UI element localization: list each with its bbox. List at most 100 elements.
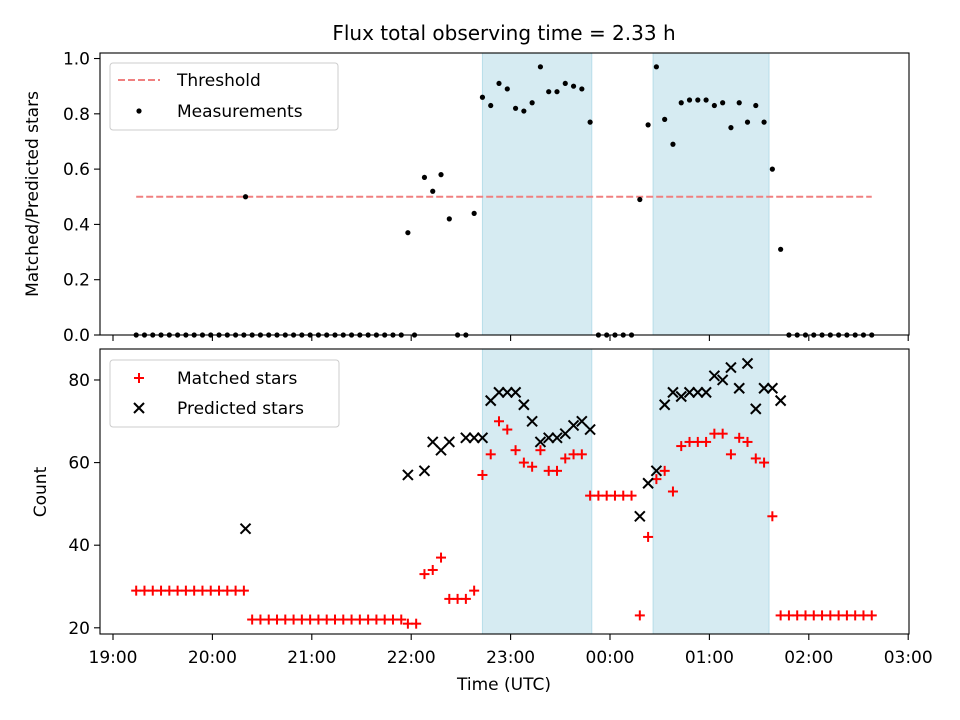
matched-star-point xyxy=(759,457,770,468)
observing-windows xyxy=(481,348,770,635)
matched-star-point xyxy=(238,585,249,596)
predicted-star-point xyxy=(658,399,671,411)
predicted-star-point xyxy=(725,361,737,374)
time-x-tick-label: 00:00 xyxy=(586,648,635,668)
matched-star-point xyxy=(460,593,471,604)
predicted-star-point xyxy=(766,382,779,394)
measurement-point xyxy=(521,108,527,114)
count-legend: Matched stars Predicted stars xyxy=(109,359,340,428)
count-y-tick-label: 20 xyxy=(68,619,90,639)
measurement-point xyxy=(421,174,428,181)
predicted-star-point xyxy=(750,403,762,415)
predicted-star-point xyxy=(634,510,646,522)
measurement-point xyxy=(579,86,585,92)
matched-star-point xyxy=(734,432,745,443)
time-x-tick-label: 02:00 xyxy=(784,648,833,668)
measurement-point xyxy=(736,100,742,106)
measurement-point xyxy=(587,119,593,125)
ratio-x-ticks xyxy=(112,335,909,341)
matched-legend-swatch xyxy=(134,373,144,383)
matched-star-point xyxy=(419,569,430,580)
count-plot-frame xyxy=(99,348,910,635)
measurement-point xyxy=(504,86,510,92)
measurement-point xyxy=(488,102,494,109)
predicted-legend-swatch xyxy=(133,402,145,414)
time-x-tick-label: 03:00 xyxy=(884,648,933,668)
matched-star-point xyxy=(494,416,505,427)
ratio-y-axis-label: Matched/Predicted stars xyxy=(23,91,43,297)
matched-star-point xyxy=(701,436,712,447)
measurement-point xyxy=(471,210,477,216)
predicted-star-point xyxy=(758,382,770,394)
matched-star-point xyxy=(477,469,488,480)
matched-star-point xyxy=(742,436,753,447)
ratio-y-tick-label: 1.0 xyxy=(63,50,90,70)
matched-star-point xyxy=(659,465,670,476)
predicted-star-point xyxy=(774,394,787,407)
count-y-tick-label: 80 xyxy=(68,371,90,391)
predicted-star-point xyxy=(418,465,431,477)
predicted-star-point xyxy=(468,432,480,444)
measurement-point xyxy=(479,94,486,100)
predicted-star-point xyxy=(476,432,489,444)
matched-star-point xyxy=(469,585,480,596)
time-x-tick-label: 22:00 xyxy=(387,648,436,668)
measurement-point xyxy=(653,64,659,70)
ratio-y-tick-label: 0.4 xyxy=(63,215,90,235)
predicted-legend-label: Predicted stars xyxy=(177,399,304,419)
measurement-point xyxy=(744,119,751,125)
ratio-y-tick-label: 0.0 xyxy=(63,326,90,346)
predicted-star-point xyxy=(551,432,563,444)
matched-star-point xyxy=(527,461,538,472)
predicted-star-point xyxy=(716,374,729,386)
chart-title: Flux total observing time = 2.33 h xyxy=(332,21,675,45)
matched-star-point xyxy=(667,486,678,497)
matched-star-point xyxy=(411,618,422,629)
measurement-point xyxy=(570,83,577,89)
ratio-panel: 0.0 0.2 0.4 0.6 0.8 1.0 Matched/Predicted sta… xyxy=(23,50,910,346)
predicted-star-point xyxy=(460,432,472,444)
observing-window-span xyxy=(481,52,593,336)
measurement-point xyxy=(720,100,726,106)
measurement-point xyxy=(695,97,701,103)
predicted-star-point xyxy=(683,386,696,399)
ratio-y-tick-label: 0.8 xyxy=(63,105,90,125)
predicted-star-point xyxy=(675,390,687,403)
ratio-legend-box xyxy=(109,62,339,131)
measurement-point xyxy=(546,89,552,95)
count-y-tick-label: 60 xyxy=(68,454,90,474)
predicted-star-point xyxy=(650,465,663,477)
matched-star-point xyxy=(396,614,407,625)
matched-legend-label: Matched stars xyxy=(177,369,297,389)
count-y-axis: 20 40 60 80 xyxy=(68,371,100,639)
time-x-tick-label: 01:00 xyxy=(685,648,734,668)
measurement-point xyxy=(562,80,568,87)
measurement-point xyxy=(645,122,651,128)
time-x-tick-label: 20:00 xyxy=(188,648,237,668)
time-x-tick-label: 19:00 xyxy=(89,648,138,668)
measurement-point xyxy=(686,97,693,103)
predicted-star-point xyxy=(567,419,580,432)
time-x-tick-label: 23:00 xyxy=(486,648,535,668)
matched-star-point xyxy=(626,490,637,501)
measurement-point xyxy=(778,246,784,252)
measurement-point xyxy=(405,230,411,236)
predicted-star-point xyxy=(501,386,513,399)
measurement-point xyxy=(537,64,544,70)
matched-star-point xyxy=(510,445,521,456)
measurement-point xyxy=(769,166,775,172)
observing-windows xyxy=(481,52,770,336)
predicted-star-point xyxy=(584,423,596,436)
measurement-point xyxy=(529,100,535,106)
predicted-star-point xyxy=(700,386,712,399)
predicted-star-point xyxy=(534,436,547,448)
measurement-point xyxy=(438,172,444,178)
measurement-point xyxy=(430,188,436,194)
matched-legend-marker xyxy=(134,373,144,383)
count-panel: 20 40 60 80 19:00 20:00 21:00 22:00 23:00 00:00 0… xyxy=(31,348,933,695)
measurement-point xyxy=(753,102,759,109)
measurements-legend-label: Measurements xyxy=(177,102,303,122)
measurement-point xyxy=(512,105,519,111)
time-x-axis: 19:00 20:00 21:00 22:00 23:00 00:00 01:00 02:00… xyxy=(89,634,933,668)
